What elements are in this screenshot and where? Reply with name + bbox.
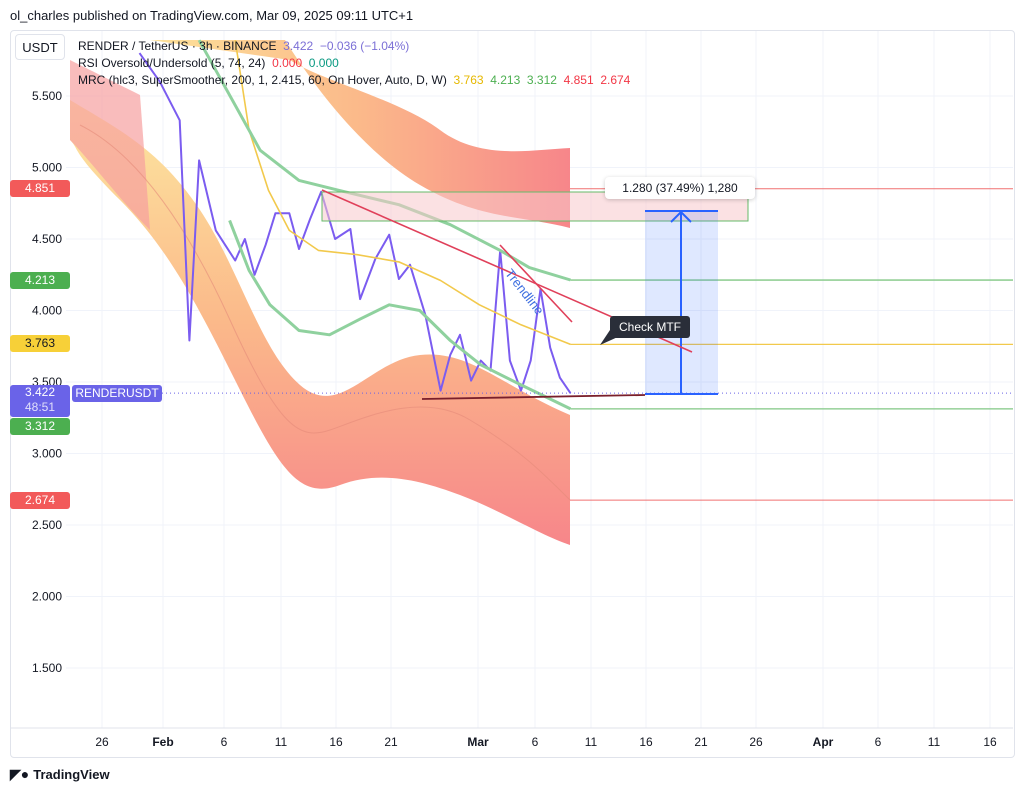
x-tick-label: 21: [384, 735, 398, 749]
y-tick-label: 2.500: [32, 518, 62, 532]
y-tick-label: 4.000: [32, 304, 62, 318]
price-label-outer-upper: 4.851: [10, 180, 70, 197]
rsi-value-2: 0.000: [308, 56, 339, 70]
y-tick-label: 2.000: [32, 590, 62, 604]
currency-button[interactable]: USDT: [15, 34, 65, 60]
legend-change: −0.036 (−1.04%): [319, 39, 410, 53]
x-tick-label: Mar: [467, 735, 489, 749]
y-tick-label: 3.000: [32, 447, 62, 461]
bar-countdown: 48:51: [24, 400, 56, 414]
grid: [66, 31, 1013, 728]
x-tick-label: 11: [585, 735, 598, 749]
x-tick-label: 6: [532, 735, 539, 749]
y-tick-label: 5.000: [32, 161, 62, 175]
x-tick-label: 16: [329, 735, 343, 749]
x-tick-label: 26: [95, 735, 109, 749]
price-label-current: 3.422 48:51: [10, 385, 70, 417]
rsi-value-1: 0.000: [272, 56, 303, 70]
support-line: [421, 394, 646, 400]
legend-rsi[interactable]: RSI Oversold/Undersold (5, 74, 24): [78, 56, 266, 70]
upper-band-fill: [150, 40, 570, 228]
x-tick-label: 6: [221, 735, 228, 749]
tv-logo-icon: ◤●: [10, 766, 30, 782]
x-tick-label: Apr: [813, 735, 834, 749]
current-price: 3.422: [24, 385, 56, 399]
mrc-mean-line: [234, 40, 571, 346]
arrow-head-icon: [670, 210, 692, 223]
x-tick-label: 21: [694, 735, 708, 749]
mrc-lower-line: [228, 219, 572, 411]
published-caption: ol_charles published on TradingView.com,…: [10, 8, 414, 23]
legend-symbol[interactable]: RENDER / TetherUS · 3h · BINANCE: [78, 39, 277, 53]
axes: 5.5005.0004.5004.0003.5003.0002.5002.000…: [10, 89, 1013, 749]
measure-label[interactable]: 1.280 (37.49%) 1,280: [605, 177, 755, 199]
brand-name: TradingView: [33, 767, 110, 782]
price-line: [138, 52, 572, 394]
range-outline: [321, 191, 749, 222]
mrc-value: 4.213: [490, 73, 521, 87]
mrc-bands: [70, 40, 571, 545]
price-label-mean: 3.763: [10, 335, 70, 352]
x-tick-label: 16: [639, 735, 653, 749]
legend-mrc[interactable]: MRC (hlc3, SuperSmoother, 200, 1, 2.415,…: [78, 73, 447, 87]
legend-price: 3.422: [283, 39, 314, 53]
x-tick-label: 6: [875, 735, 882, 749]
price-label-inner-upper: 4.213: [10, 272, 70, 289]
band-midline: [79, 124, 571, 501]
x-tick-label: Feb: [152, 735, 173, 749]
x-tick-label: 16: [983, 735, 997, 749]
trendline-short: [499, 244, 573, 323]
x-tick-label: 11: [275, 735, 288, 749]
mrc-value: 3.763: [453, 73, 484, 87]
legend: RENDER / TetherUS · 3h · BINANCE 3.422 −…: [78, 38, 630, 89]
tradingview-logo[interactable]: ◤● TradingView: [10, 766, 110, 783]
y-tick-label: 1.500: [32, 661, 62, 675]
price-label-outer-lower: 2.674: [10, 492, 70, 509]
price-label-inner-lower: 3.312: [10, 418, 70, 435]
lower-band-fill: [70, 100, 570, 545]
mrc-value: 4.851: [563, 73, 594, 87]
x-tick-label: 26: [749, 735, 763, 749]
y-tick-label: 5.500: [32, 89, 62, 103]
mrc-value: 2.674: [600, 73, 631, 87]
y-tick-label: 4.500: [32, 232, 62, 246]
drawings: [321, 189, 749, 400]
mrc-value: 3.312: [526, 73, 557, 87]
callout-check-mtf[interactable]: Check MTF: [610, 316, 690, 338]
symbol-label: RENDERUSDT: [72, 385, 162, 402]
x-tick-label: 11: [928, 735, 941, 749]
